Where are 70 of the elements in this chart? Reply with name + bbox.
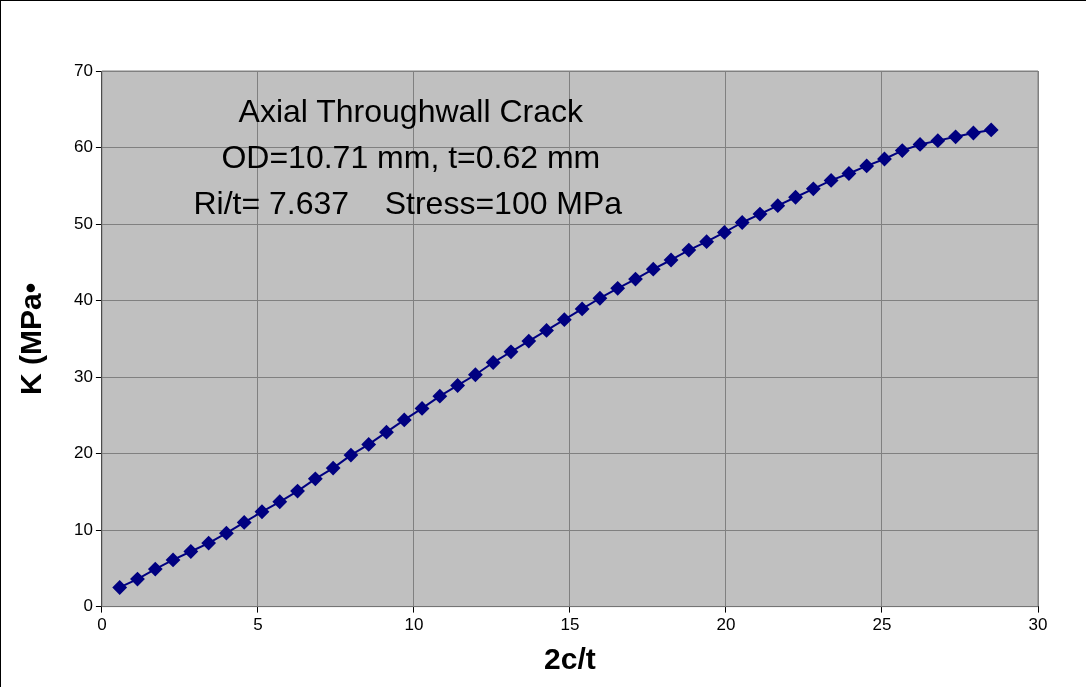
point [148,562,163,577]
point [432,389,447,404]
point [379,425,394,440]
point [557,312,572,327]
x-tick-label: 25 [872,615,892,635]
x-tick-label: 20 [716,615,736,635]
point [930,133,945,148]
y-tick-label: 40 [73,290,93,310]
point [717,225,732,240]
point [219,526,234,541]
point [824,173,839,188]
point [752,207,767,222]
y-tick-label: 20 [73,443,93,463]
point [486,355,501,370]
point [948,129,963,144]
point [343,448,358,463]
point [272,494,287,509]
point [166,552,181,567]
x-tick-label: 10 [404,615,424,635]
point [397,412,412,427]
point [735,215,750,230]
y-axis-title: K (MPa• [14,282,48,395]
x-tick-label: 0 [97,615,107,635]
point [521,334,536,349]
y-tick-label: 30 [73,366,93,386]
point [308,471,323,486]
point [592,291,607,306]
point [201,536,216,551]
x-axis-title: 2c/t [544,642,596,676]
point [770,198,785,213]
point [254,504,269,519]
point [913,137,928,152]
point [539,323,554,338]
annotation: Axial Throughwall Crack [238,92,585,129]
point [628,272,643,287]
x-tick-label: 5 [253,615,263,635]
x-tick-label: 30 [1028,615,1048,635]
point [450,378,465,393]
y-tick-label: 0 [83,596,93,616]
point [326,461,341,476]
point [681,243,696,258]
point [895,143,910,158]
point [841,166,856,181]
y-tick-label: 70 [73,60,93,80]
point [575,301,590,316]
point [646,262,661,277]
point [415,401,430,416]
point [877,151,892,166]
point [699,234,714,249]
point [788,190,803,205]
point [361,437,376,452]
point [806,181,821,196]
y-tick-label: 50 [73,213,93,233]
point [984,122,999,137]
point [468,367,483,382]
x-tick-label: 15 [560,615,580,635]
point [290,484,305,499]
y-tick-label: 60 [73,137,93,157]
point [183,544,198,559]
point [503,344,518,359]
point [664,252,679,267]
point [610,281,625,296]
y-tick-label: 10 [73,519,93,539]
point [966,125,981,140]
point [130,572,145,587]
point [237,515,252,530]
annotation: Ri/t= 7.637 Stress=100 MPa [193,184,623,221]
point [859,158,874,173]
annotation: OD=10.71 mm, t=0.62 mm [221,138,601,175]
point [112,580,127,595]
